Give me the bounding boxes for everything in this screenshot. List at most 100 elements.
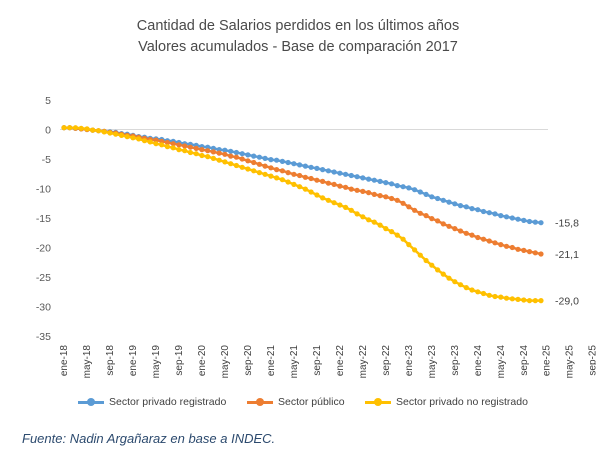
data-point <box>308 175 314 182</box>
data-point <box>521 297 527 303</box>
data-point <box>245 166 251 172</box>
data-point <box>371 177 377 183</box>
data-point <box>291 181 297 187</box>
y-tick-label: -25 <box>36 272 51 284</box>
data-point <box>400 184 406 190</box>
data-point <box>469 232 475 238</box>
data-point <box>176 147 182 153</box>
data-point <box>354 187 360 193</box>
data-point <box>509 215 515 221</box>
data-point <box>262 163 268 169</box>
data-point <box>515 296 521 302</box>
data-point <box>228 153 234 159</box>
data-point <box>308 189 314 195</box>
data-point <box>492 293 498 300</box>
data-point <box>228 161 234 167</box>
data-point <box>377 178 383 184</box>
x-tick-label: sep-24 <box>519 345 530 376</box>
data-point <box>480 236 487 242</box>
y-tick-label: -30 <box>36 302 51 314</box>
data-point <box>233 162 239 169</box>
data-point <box>107 130 113 136</box>
data-point <box>348 207 354 213</box>
data-point <box>308 164 314 170</box>
data-point <box>406 185 412 191</box>
data-point <box>279 177 285 183</box>
data-point <box>538 220 544 226</box>
x-tick-label: sep-18 <box>105 345 116 376</box>
data-point <box>463 285 469 291</box>
data-point <box>331 200 337 206</box>
data-point <box>302 174 308 180</box>
data-point <box>521 247 527 253</box>
data-point <box>417 189 423 195</box>
legend-item: Sector público <box>247 396 345 408</box>
data-point <box>320 178 326 184</box>
y-tick-label: 0 <box>45 125 51 137</box>
data-point <box>256 154 262 160</box>
data-point <box>498 242 504 248</box>
data-point <box>475 207 481 213</box>
legend-swatch <box>365 397 391 407</box>
data-point <box>486 238 492 244</box>
data-point <box>400 200 406 206</box>
data-point <box>256 170 262 176</box>
data-point <box>279 158 285 164</box>
y-tick-label: -20 <box>36 243 51 255</box>
end-value-label: -29,0 <box>555 296 579 308</box>
chart-legend: Sector privado registrado Sector público S… <box>0 396 596 414</box>
data-point <box>383 226 389 232</box>
legend-label: Sector privado no registrado <box>396 396 528 408</box>
data-point <box>389 229 395 235</box>
data-point <box>199 152 205 159</box>
data-point <box>475 234 481 241</box>
legend-swatch <box>78 397 104 407</box>
data-point <box>262 171 268 177</box>
data-point <box>268 157 274 163</box>
x-tick-label: sep-19 <box>174 345 185 376</box>
data-point <box>371 191 377 197</box>
data-point <box>348 186 354 192</box>
data-point <box>176 142 182 148</box>
legend-swatch <box>247 397 273 407</box>
data-point <box>302 186 308 192</box>
data-point <box>285 179 291 185</box>
data-point <box>435 218 441 224</box>
data-point <box>78 125 84 131</box>
data-point <box>222 151 228 157</box>
data-point <box>412 187 418 193</box>
data-point <box>182 143 188 149</box>
data-point <box>429 216 435 222</box>
chart-title-line2: Valores acumulados - Base de comparación… <box>138 39 458 55</box>
data-point <box>130 135 136 141</box>
data-point <box>297 172 303 179</box>
data-point <box>302 163 308 169</box>
data-point <box>480 208 487 215</box>
data-point <box>118 132 125 138</box>
data-point <box>394 197 400 203</box>
data-point <box>526 218 533 225</box>
data-point <box>205 148 211 154</box>
data-point <box>210 155 216 161</box>
data-point <box>153 141 159 147</box>
y-tick-label: -35 <box>36 331 51 343</box>
data-point <box>394 232 400 238</box>
data-point <box>187 149 193 156</box>
data-point <box>245 152 251 158</box>
data-point <box>239 151 245 157</box>
y-tick-label: 5 <box>45 95 51 107</box>
data-point <box>412 207 418 213</box>
data-point <box>187 144 193 150</box>
x-tick-label: may-25 <box>565 345 576 379</box>
data-point <box>503 295 510 301</box>
data-point <box>216 157 222 163</box>
data-point <box>314 165 320 171</box>
data-point <box>233 149 239 156</box>
data-point <box>486 210 492 216</box>
data-point <box>343 184 349 190</box>
data-point <box>417 210 423 216</box>
data-point <box>423 257 429 264</box>
x-tick-label: may-18 <box>82 345 93 379</box>
data-point <box>412 247 418 253</box>
